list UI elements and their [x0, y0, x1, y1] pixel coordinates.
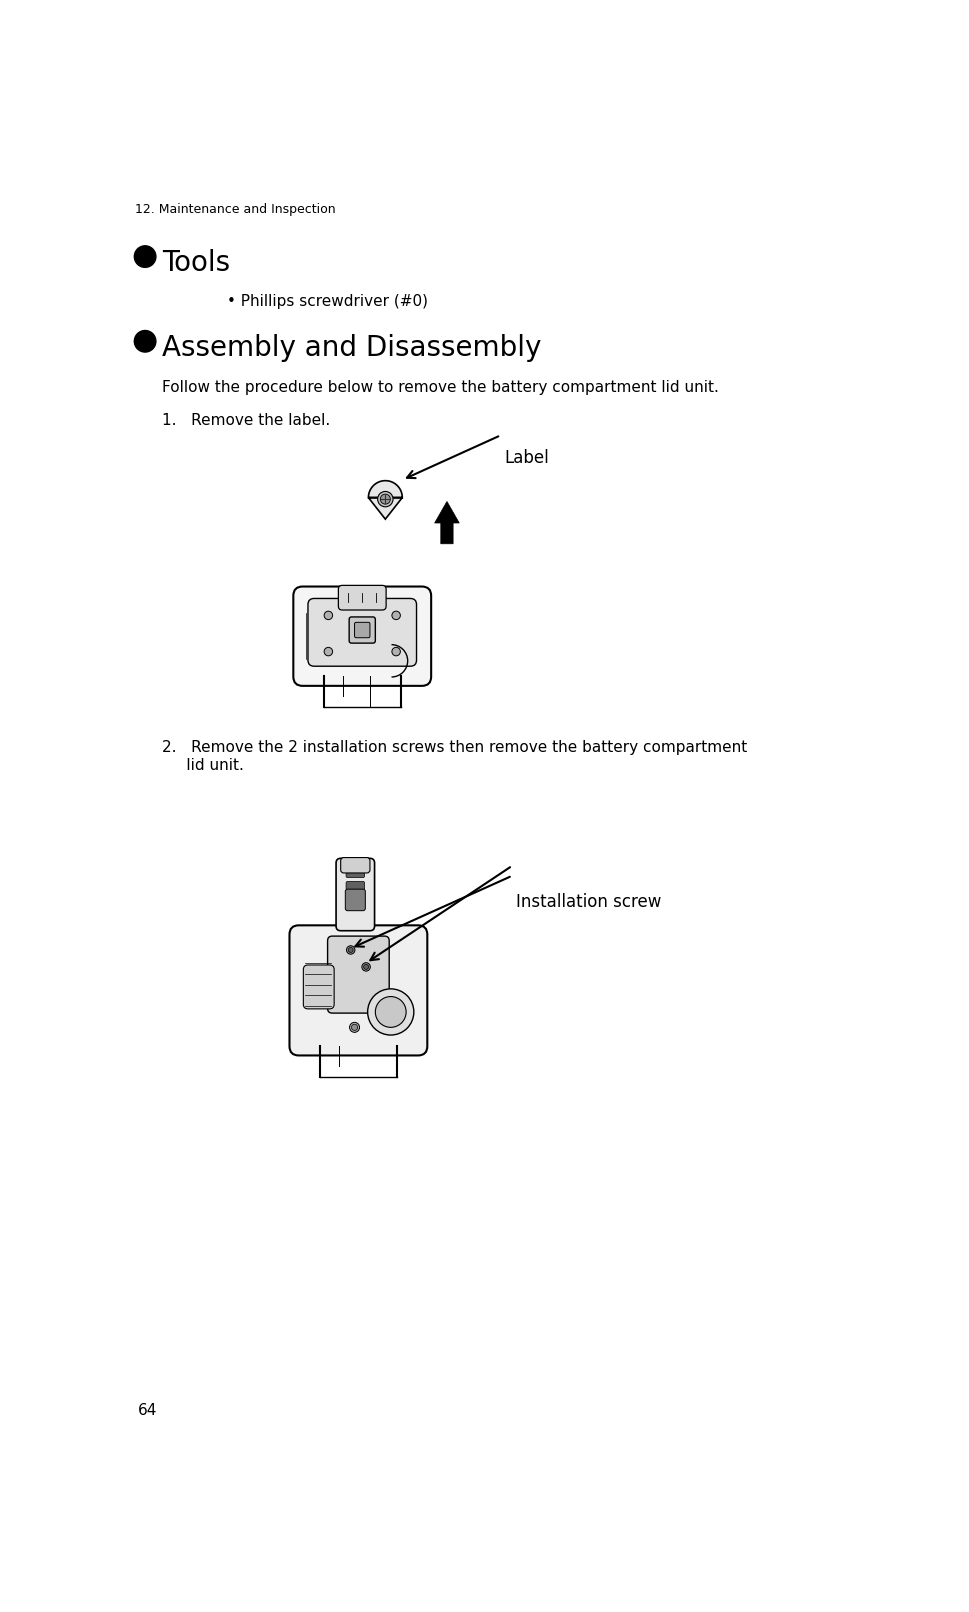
FancyBboxPatch shape: [341, 858, 370, 874]
Text: 64: 64: [138, 1402, 157, 1417]
Circle shape: [381, 495, 391, 505]
Circle shape: [391, 648, 400, 656]
Polygon shape: [435, 501, 459, 543]
Polygon shape: [368, 480, 402, 519]
Text: 1.   Remove the label.: 1. Remove the label.: [162, 413, 330, 427]
FancyBboxPatch shape: [355, 622, 370, 638]
FancyBboxPatch shape: [349, 617, 375, 643]
Circle shape: [348, 948, 353, 953]
Text: Installation screw: Installation screw: [516, 893, 662, 911]
FancyBboxPatch shape: [328, 937, 390, 1012]
Text: • Phillips screwdriver (#0): • Phillips screwdriver (#0): [228, 293, 428, 308]
Text: Tools: Tools: [162, 248, 231, 277]
Circle shape: [363, 964, 368, 969]
FancyBboxPatch shape: [290, 925, 427, 1056]
FancyBboxPatch shape: [346, 869, 364, 877]
Circle shape: [350, 1022, 359, 1032]
Circle shape: [325, 611, 332, 619]
FancyBboxPatch shape: [294, 587, 431, 685]
Text: Assembly and Disassembly: Assembly and Disassembly: [162, 334, 542, 361]
Text: Label: Label: [505, 450, 549, 467]
FancyBboxPatch shape: [346, 882, 364, 890]
Circle shape: [361, 962, 370, 970]
Circle shape: [378, 492, 393, 506]
Circle shape: [347, 946, 355, 954]
Circle shape: [367, 988, 414, 1035]
FancyBboxPatch shape: [338, 585, 386, 609]
Circle shape: [135, 330, 156, 351]
Circle shape: [375, 996, 406, 1027]
Circle shape: [391, 611, 400, 619]
FancyBboxPatch shape: [308, 598, 417, 666]
Circle shape: [325, 648, 332, 656]
FancyBboxPatch shape: [345, 890, 365, 911]
Text: 12. Maintenance and Inspection: 12. Maintenance and Inspection: [135, 203, 335, 216]
Text: 2.   Remove the 2 installation screws then remove the battery compartment
     l: 2. Remove the 2 installation screws then…: [162, 740, 747, 772]
FancyBboxPatch shape: [303, 966, 334, 1009]
Circle shape: [352, 1024, 358, 1030]
FancyBboxPatch shape: [336, 858, 375, 930]
Text: Follow the procedure below to remove the battery compartment lid unit.: Follow the procedure below to remove the…: [162, 380, 719, 395]
Circle shape: [135, 245, 156, 268]
